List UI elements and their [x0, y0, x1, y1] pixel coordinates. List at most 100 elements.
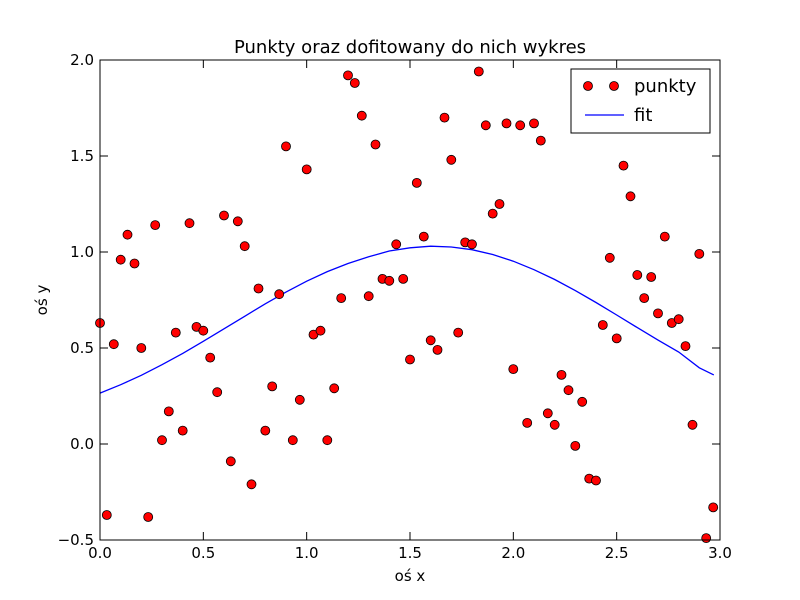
data-point	[108, 339, 119, 350]
data-point	[467, 239, 477, 250]
legend-marker-punkty-2	[609, 81, 619, 91]
data-point	[129, 258, 140, 269]
data-point	[170, 327, 181, 338]
data-point	[336, 293, 347, 304]
y-tick-label: −0.5	[58, 531, 94, 549]
data-point	[143, 512, 154, 522]
data-point	[349, 78, 360, 88]
data-point	[205, 352, 216, 363]
x-tick-label: 2.0	[501, 544, 525, 562]
x-tick-label: 1.5	[398, 544, 422, 562]
data-point	[274, 289, 285, 300]
data-point	[157, 435, 167, 446]
data-point	[163, 406, 174, 417]
data-point	[659, 231, 670, 242]
data-point	[281, 141, 291, 152]
data-point	[604, 252, 615, 263]
legend: punkty fit	[570, 68, 711, 134]
data-point	[701, 533, 712, 543]
legend-label-punkty: punkty	[634, 76, 697, 97]
data-point	[542, 408, 553, 419]
data-point	[267, 381, 278, 392]
points-layer	[95, 66, 719, 543]
data-point	[363, 291, 374, 302]
data-point	[301, 164, 312, 175]
data-point	[239, 241, 250, 252]
data-point	[198, 325, 209, 336]
data-point	[653, 308, 663, 319]
y-axis-label: oś y	[33, 285, 51, 316]
data-point	[646, 272, 657, 282]
data-point	[673, 314, 684, 325]
data-point	[556, 369, 567, 380]
data-point	[446, 154, 457, 165]
data-point	[253, 283, 264, 294]
data-point	[150, 220, 161, 231]
data-point	[439, 112, 450, 123]
y-tick-label: 0.5	[70, 339, 94, 357]
legend-box	[570, 68, 711, 134]
data-point	[708, 502, 719, 513]
data-point	[356, 110, 367, 121]
data-point	[370, 139, 381, 150]
data-point	[212, 387, 223, 398]
data-point	[329, 383, 340, 394]
data-point	[260, 425, 271, 436]
ticks-layer: 0.0 0.5 1.0 1.5 2.0 2.5 3.0−0.50.00.51.01.52.0	[58, 51, 732, 562]
data-point	[184, 218, 195, 229]
data-point	[563, 385, 574, 396]
data-point	[618, 160, 629, 171]
data-point	[219, 210, 229, 221]
data-point	[577, 396, 588, 407]
data-point	[453, 327, 464, 338]
data-point	[639, 293, 650, 304]
x-tick-label: 0.5	[191, 544, 215, 562]
fit-layer	[99, 245, 715, 394]
fit-line	[99, 245, 715, 394]
x-tick-label: 2.5	[605, 544, 629, 562]
data-point	[432, 344, 443, 355]
data-point	[411, 177, 422, 188]
data-point	[101, 510, 112, 520]
data-point	[508, 364, 519, 375]
chart-title: Punkty oraz dofitowany do nich wykres	[234, 37, 586, 58]
data-point	[136, 343, 147, 353]
data-point	[529, 118, 539, 129]
data-point	[384, 275, 395, 286]
y-tick-label: 2.0	[70, 51, 94, 69]
data-point	[122, 229, 133, 240]
data-point	[487, 208, 498, 219]
data-point	[570, 440, 581, 451]
y-tick-label: 1.0	[70, 243, 94, 261]
data-point	[591, 475, 601, 486]
data-point	[480, 120, 491, 131]
x-axis-label: oś x	[395, 567, 426, 585]
data-point	[294, 394, 305, 405]
data-point	[694, 248, 705, 259]
data-point	[405, 354, 415, 365]
plot-area	[100, 60, 720, 540]
data-point	[391, 239, 402, 250]
x-tick-label: 3.0	[708, 544, 732, 562]
data-point	[398, 273, 409, 284]
data-point	[515, 120, 526, 131]
data-point	[177, 425, 188, 436]
data-point	[501, 118, 512, 129]
data-point	[687, 419, 698, 430]
data-point	[343, 70, 353, 81]
y-tick-label: 1.5	[70, 147, 94, 165]
data-point	[246, 479, 257, 490]
data-point	[597, 320, 608, 330]
data-point	[322, 435, 333, 446]
data-point	[625, 191, 636, 202]
data-point	[535, 135, 546, 146]
axes-background	[100, 60, 720, 540]
data-point	[418, 231, 429, 242]
data-point	[287, 435, 298, 446]
legend-marker-punkty-1	[583, 81, 593, 91]
data-point	[522, 417, 533, 428]
data-point	[611, 333, 622, 344]
data-point	[632, 270, 643, 280]
x-tick-label: 1.0	[295, 544, 319, 562]
